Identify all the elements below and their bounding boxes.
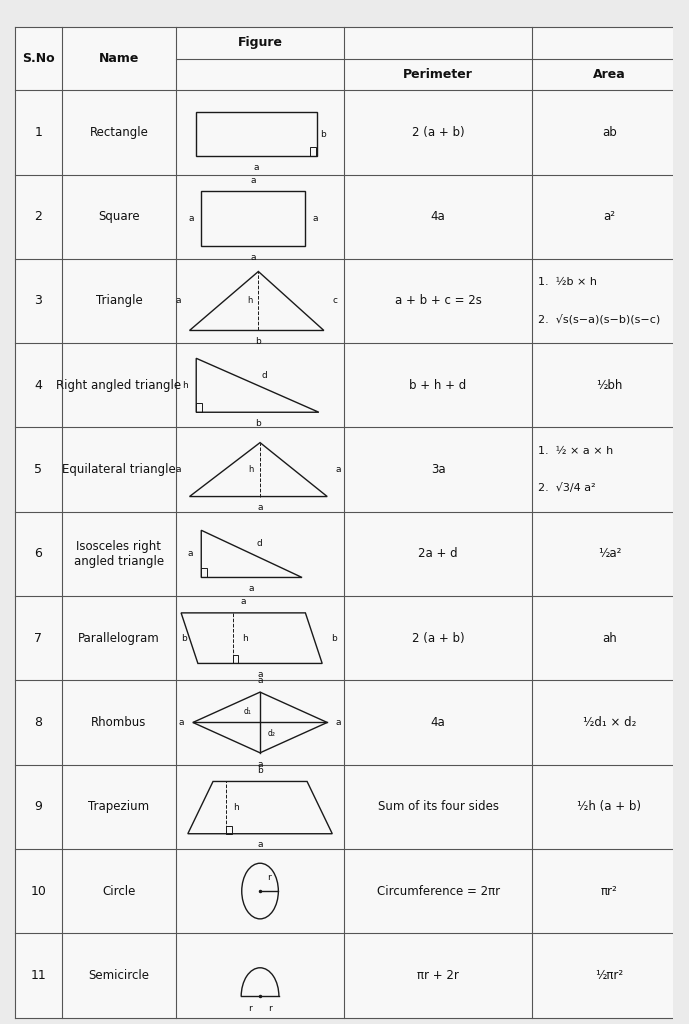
- Text: 4a: 4a: [431, 716, 446, 729]
- Text: 3a: 3a: [431, 463, 445, 476]
- Text: d₁: d₁: [244, 708, 252, 717]
- Text: 9: 9: [34, 801, 42, 813]
- Text: 5: 5: [34, 463, 42, 476]
- Text: 8: 8: [34, 716, 42, 729]
- Text: Perimeter: Perimeter: [403, 68, 473, 81]
- Text: b: b: [331, 634, 337, 643]
- Text: 1.  ½ × a × h: 1. ½ × a × h: [537, 446, 613, 456]
- Text: h: h: [182, 381, 187, 390]
- Text: Circumference = 2πr: Circumference = 2πr: [376, 885, 500, 898]
- Text: ½πr²: ½πr²: [595, 969, 624, 982]
- Text: 7: 7: [34, 632, 42, 645]
- Text: h: h: [233, 803, 238, 812]
- Text: Square: Square: [98, 210, 140, 223]
- Text: a: a: [257, 670, 263, 679]
- Text: b: b: [255, 419, 260, 428]
- Text: a²: a²: [604, 210, 615, 223]
- Text: 2.  √s(s−a)(s−b)(s−c): 2. √s(s−a)(s−b)(s−c): [537, 314, 660, 325]
- Text: r: r: [269, 1005, 272, 1013]
- Text: a: a: [336, 718, 342, 727]
- Text: d₂: d₂: [268, 729, 276, 737]
- Text: Equilateral triangle: Equilateral triangle: [62, 463, 176, 476]
- Text: c: c: [333, 297, 338, 305]
- Text: a: a: [178, 718, 184, 727]
- Text: b + h + d: b + h + d: [409, 379, 466, 392]
- Text: 4a: 4a: [431, 210, 446, 223]
- Bar: [201, 568, 207, 578]
- Text: a: a: [251, 176, 256, 184]
- Text: Sum of its four sides: Sum of its four sides: [378, 801, 499, 813]
- Bar: [201, 191, 305, 246]
- Text: r: r: [248, 1005, 251, 1013]
- Text: 2: 2: [34, 210, 42, 223]
- Text: 1.  ½b × h: 1. ½b × h: [537, 278, 597, 288]
- Text: 3: 3: [34, 295, 42, 307]
- Text: Right angled triangle: Right angled triangle: [56, 379, 181, 392]
- Text: b: b: [181, 634, 187, 643]
- Text: 1: 1: [34, 126, 42, 139]
- Text: 2.  √3/4 a²: 2. √3/4 a²: [537, 483, 595, 494]
- Text: r: r: [267, 873, 271, 883]
- Text: ½a²: ½a²: [598, 548, 621, 560]
- Text: a: a: [313, 214, 318, 223]
- Text: Circle: Circle: [102, 885, 136, 898]
- Text: 2a + d: 2a + d: [418, 548, 458, 560]
- Bar: [227, 825, 232, 834]
- Text: a: a: [257, 503, 263, 512]
- Text: b: b: [256, 337, 261, 346]
- Text: Trapezium: Trapezium: [88, 801, 150, 813]
- Text: S.No: S.No: [22, 52, 54, 66]
- Text: h: h: [249, 465, 254, 474]
- Text: b: b: [257, 766, 263, 775]
- Text: Figure: Figure: [238, 36, 282, 49]
- Text: 2 (a + b): 2 (a + b): [412, 632, 464, 645]
- Text: d: d: [257, 540, 263, 548]
- Bar: [233, 655, 238, 664]
- Text: a: a: [254, 163, 260, 172]
- Text: a: a: [240, 597, 246, 606]
- Text: ab: ab: [602, 126, 617, 139]
- Text: a: a: [249, 585, 254, 593]
- Bar: [196, 113, 317, 156]
- Text: ½h (a + b): ½h (a + b): [577, 801, 641, 813]
- Text: h: h: [247, 297, 252, 305]
- Text: a: a: [336, 465, 342, 474]
- Text: Semicircle: Semicircle: [88, 969, 150, 982]
- Text: Rhombus: Rhombus: [91, 716, 147, 729]
- Text: Triangle: Triangle: [96, 295, 143, 307]
- Text: Parallelogram: Parallelogram: [78, 632, 160, 645]
- Text: 2 (a + b): 2 (a + b): [412, 126, 464, 139]
- Text: 11: 11: [30, 969, 46, 982]
- Text: a: a: [257, 677, 263, 685]
- Text: d: d: [261, 371, 267, 380]
- Bar: [310, 146, 316, 156]
- Text: Rectangle: Rectangle: [90, 126, 148, 139]
- Text: πr²: πr²: [601, 885, 618, 898]
- Text: a: a: [251, 253, 256, 262]
- Text: a: a: [175, 297, 181, 305]
- Text: a: a: [257, 841, 263, 850]
- Text: πr + 2r: πr + 2r: [417, 969, 459, 982]
- Text: a: a: [175, 465, 181, 474]
- Text: ½bh: ½bh: [596, 379, 623, 392]
- Text: 6: 6: [34, 548, 42, 560]
- Text: Isosceles right
angled triangle: Isosceles right angled triangle: [74, 540, 164, 568]
- Text: a: a: [188, 214, 194, 223]
- Text: 4: 4: [34, 379, 42, 392]
- Bar: [196, 403, 203, 413]
- Text: b: b: [320, 130, 326, 138]
- Text: a: a: [257, 760, 263, 769]
- Text: ½d₁ × d₂: ½d₁ × d₂: [583, 716, 636, 729]
- Text: Area: Area: [593, 68, 626, 81]
- Text: a: a: [187, 549, 192, 558]
- Text: h: h: [242, 634, 247, 643]
- Text: a + b + c = 2s: a + b + c = 2s: [395, 295, 482, 307]
- Text: ah: ah: [602, 632, 617, 645]
- Text: 10: 10: [30, 885, 46, 898]
- Text: Name: Name: [99, 52, 139, 66]
